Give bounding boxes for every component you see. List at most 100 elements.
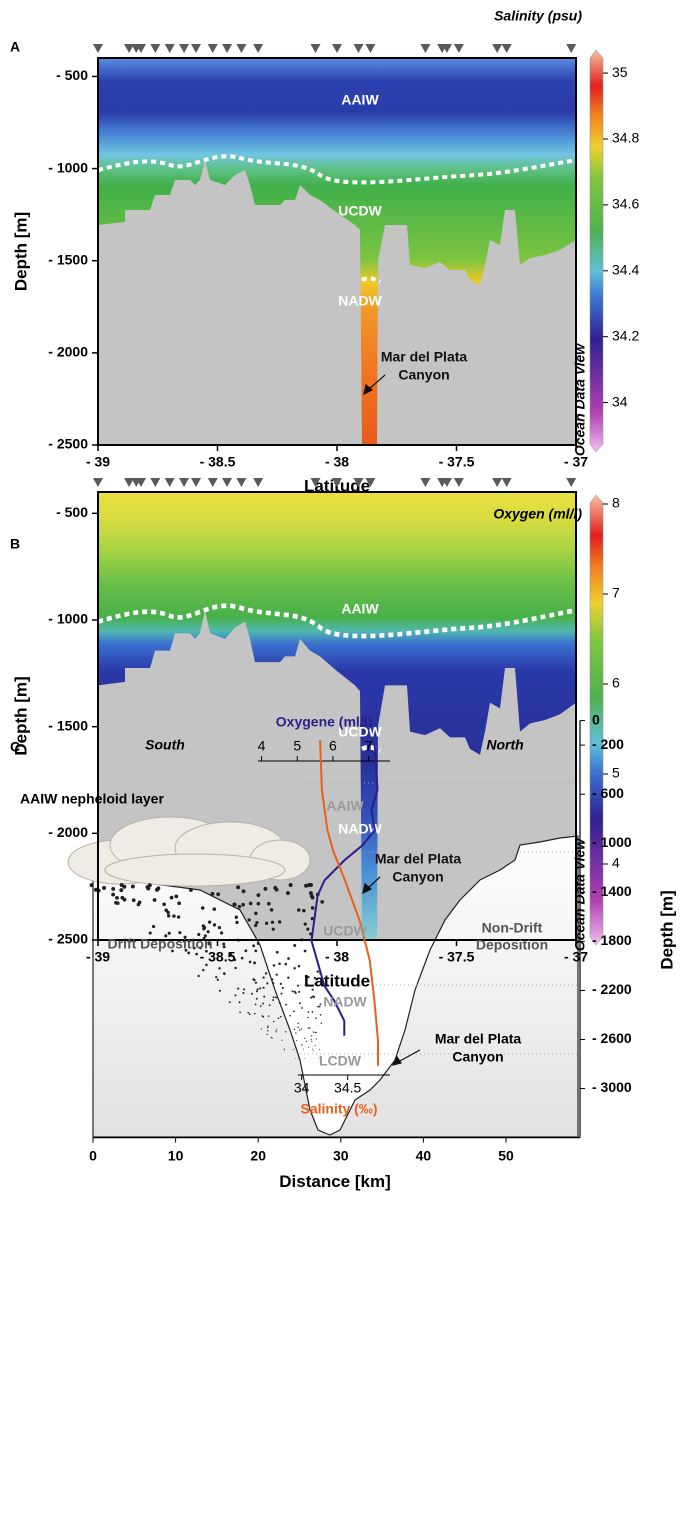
particle (295, 1032, 297, 1034)
particle (199, 946, 202, 950)
y-tick-label: - 2600 (592, 1030, 632, 1046)
particle (320, 1022, 323, 1025)
y-tick-label: - 1400 (592, 883, 632, 899)
particle (184, 948, 188, 952)
particle (254, 949, 258, 953)
annotation: Canyon (398, 367, 449, 383)
annotation: Canyon (392, 869, 443, 885)
annotation: Canyon (452, 1049, 503, 1065)
station-marker (253, 44, 264, 53)
station-marker (310, 44, 321, 53)
particle (313, 976, 317, 980)
particle (313, 996, 316, 998)
station-marker (501, 478, 512, 487)
particle (270, 920, 275, 924)
particle (297, 1026, 299, 1029)
station-marker (124, 44, 135, 53)
station-marker (190, 478, 201, 487)
particle (273, 1020, 275, 1023)
particle (234, 994, 237, 997)
particle (203, 934, 207, 938)
y-tick-label: - 600 (592, 785, 624, 801)
station-marker (492, 44, 503, 53)
particle (287, 957, 290, 960)
y-tick-label: - 2200 (592, 981, 632, 997)
y-tick-label: - 2500 (48, 931, 88, 947)
station-marker (453, 44, 464, 53)
particle (293, 1010, 295, 1013)
particle (212, 923, 217, 927)
colorbar-tick-label: 6 (612, 675, 620, 691)
y-tick-label: - 1800 (592, 932, 632, 948)
particle (131, 898, 136, 903)
particle (119, 888, 124, 893)
annotation: Mar del Plata (435, 1031, 522, 1047)
colorbar-tick-label: 34.4 (612, 261, 639, 277)
y-tick-label: - 2000 (48, 824, 88, 840)
particle (176, 915, 181, 919)
x-axis-label: Distance [km] (279, 1172, 390, 1191)
particle (289, 1014, 291, 1017)
station-marker (164, 44, 175, 53)
station-marker (236, 44, 247, 53)
particle (255, 920, 259, 925)
particle (212, 907, 217, 911)
particle (248, 960, 252, 964)
particle (298, 990, 301, 993)
particle (307, 975, 310, 979)
particle (279, 1015, 282, 1018)
x-tick-label: - 37.5 (439, 454, 475, 470)
water-mass-label: UCDW (338, 203, 382, 219)
particle (256, 893, 261, 898)
particle (215, 975, 218, 979)
particle (319, 1013, 322, 1016)
x-tick-label: 40 (416, 1147, 432, 1163)
particle (266, 1033, 268, 1035)
particle (305, 1040, 307, 1043)
particle (311, 1048, 313, 1050)
series-name: Salinity (‰) (300, 1101, 377, 1117)
particle (236, 885, 241, 890)
station-marker (150, 44, 161, 53)
particle (172, 914, 176, 918)
particle (291, 990, 294, 993)
annotation: Drift Deposition (108, 936, 213, 952)
series-name: Oxygene (ml/l) (276, 714, 372, 730)
particle (304, 1037, 306, 1039)
particle (285, 1003, 287, 1006)
particle (145, 885, 150, 890)
y-tick-label: - 1000 (592, 834, 632, 850)
particle (271, 927, 275, 931)
particle (259, 1005, 262, 1007)
particle (299, 1058, 301, 1060)
colorbar-tick-label: 34.8 (612, 130, 639, 146)
particle (233, 958, 237, 962)
station-marker (332, 44, 342, 53)
particle (237, 904, 242, 909)
particle (217, 925, 222, 930)
particle (174, 894, 179, 899)
particle (152, 898, 157, 902)
station-marker (164, 478, 175, 487)
station-marker (207, 478, 218, 487)
colorbar-tick-label: 5 (612, 765, 620, 781)
particle (155, 887, 159, 892)
particle (218, 967, 221, 970)
particle (200, 906, 205, 910)
y-axis-label: Depth [m] (11, 212, 30, 291)
particle (294, 1044, 296, 1046)
particle (241, 889, 246, 894)
particle (272, 982, 275, 985)
particle (177, 901, 182, 906)
particle (111, 886, 116, 891)
station-marker (150, 478, 161, 487)
particle (280, 992, 283, 995)
particle (267, 1030, 269, 1032)
particle (178, 931, 182, 935)
particle (262, 976, 265, 979)
particle (303, 922, 307, 926)
particle (239, 1011, 241, 1014)
particle (292, 1048, 294, 1050)
particle (195, 952, 198, 956)
particle (234, 915, 239, 919)
